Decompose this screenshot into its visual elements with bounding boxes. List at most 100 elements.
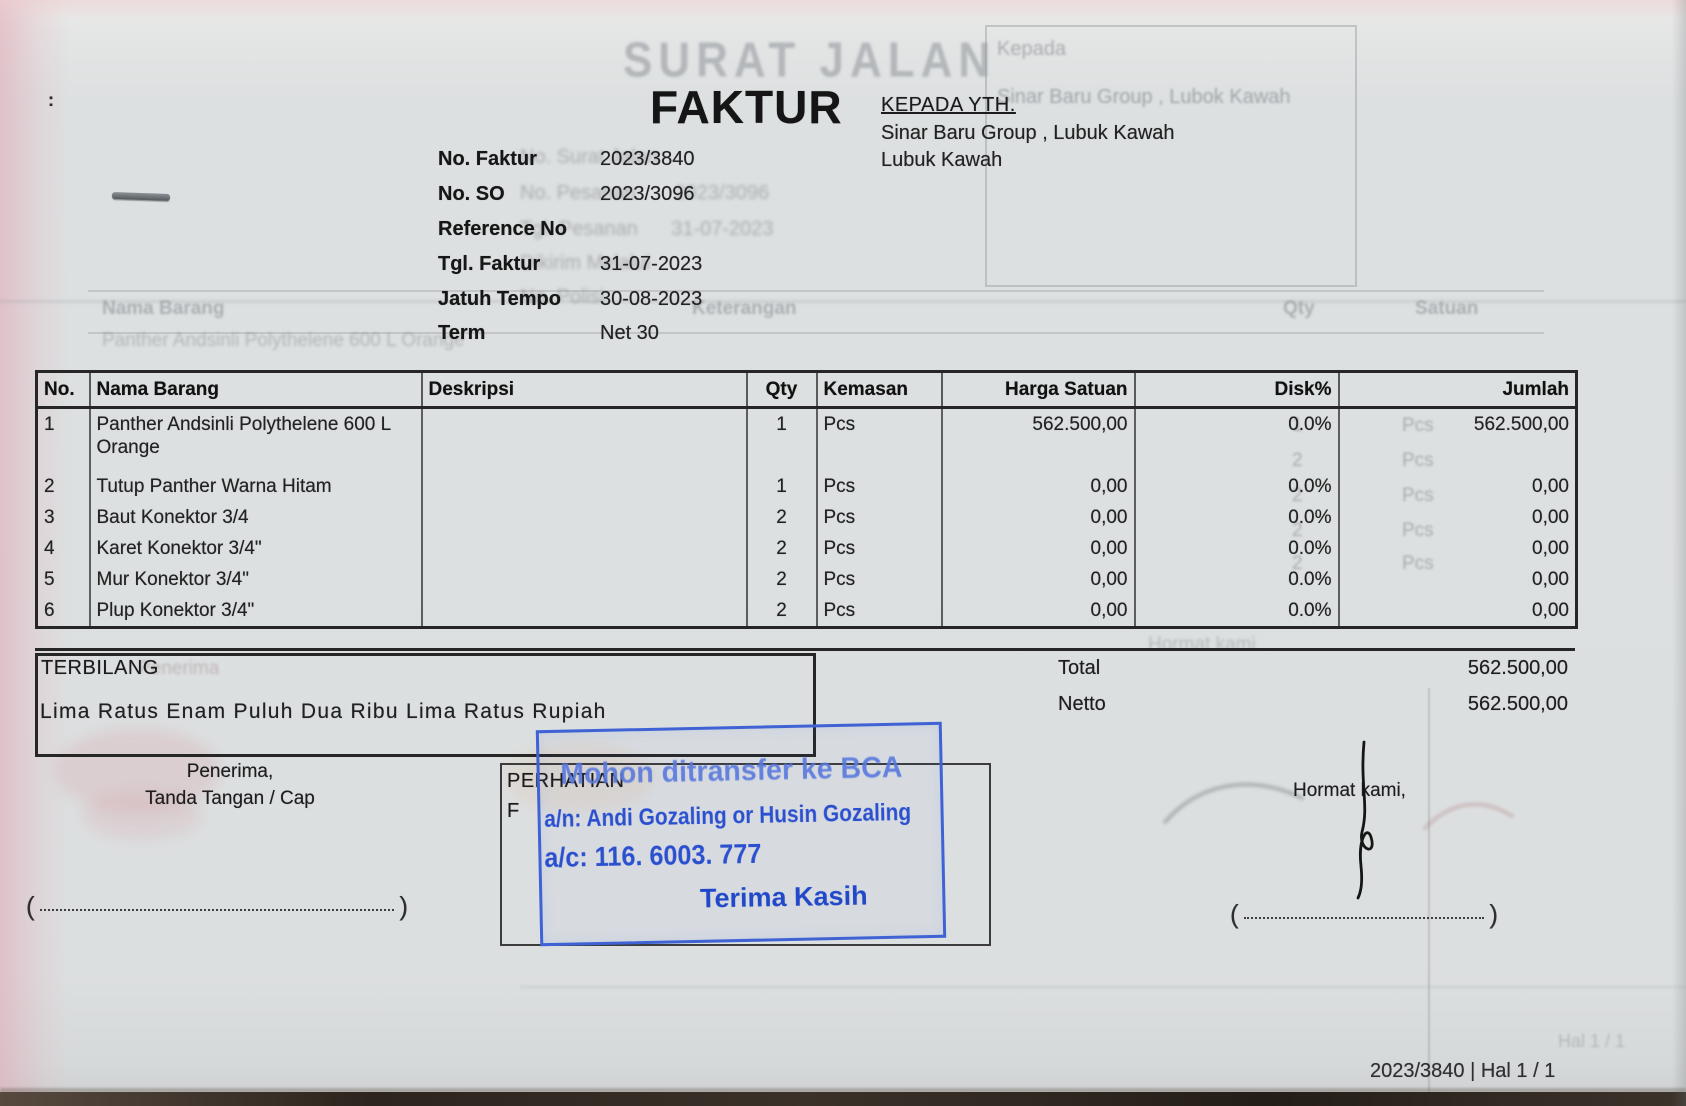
cell-disk: 0.0%: [1133, 533, 1339, 564]
cell-no: 4: [44, 538, 55, 559]
paper-crease-horizontal-2: [520, 986, 1686, 988]
stamp-line-transfer: Mohon ditransfer ke BCA: [560, 750, 903, 791]
ghost-item-line: Panther Andsinli Polythelene 600 L Orang…: [102, 330, 465, 351]
cell-no: 2: [44, 476, 55, 497]
cell-disk: 0.0%: [1133, 595, 1339, 628]
items-table: No. Nama Barang Deskripsi Qty Kemasan Ha…: [35, 370, 1578, 629]
header-qty: Qty: [745, 371, 817, 409]
ghost-penerima: Penerima: [138, 658, 220, 679]
perhatian-box: [500, 763, 991, 946]
close-paren: ): [399, 891, 408, 921]
cell-no: 3: [44, 507, 55, 528]
open-paren: (: [26, 891, 35, 921]
ink-bleed-blob: [55, 728, 220, 813]
meta-label-no-so: No. SO: [438, 183, 505, 205]
open-paren: (: [1230, 899, 1239, 929]
cell-deskripsi: [420, 564, 747, 595]
header-jumlah: Jumlah: [1337, 371, 1577, 409]
cell-no: 5: [44, 569, 55, 590]
netto-value: 562.500,00: [1467, 693, 1568, 715]
cell-kemasan: Pcs: [815, 407, 942, 471]
meta-label-term: Term: [438, 322, 486, 344]
cell-nama: Panther Andsinli Polythelene 600 L Orang…: [88, 407, 422, 471]
cell-qty: 2: [745, 595, 817, 628]
terbilang-amount-in-words: Lima Ratus Enam Puluh Dua Ribu Lima Ratu…: [40, 700, 607, 723]
signature-line-left: ( ): [26, 891, 408, 921]
recipient-address: Lubuk Kawah: [881, 149, 1003, 171]
header-disk: Disk%: [1133, 371, 1339, 409]
signature-line-right: ( ): [1230, 899, 1498, 929]
cell-kemasan: Pcs: [815, 533, 942, 564]
ghost-signature-squiggle-2: [1423, 802, 1514, 830]
cell-no: 6: [44, 600, 55, 621]
penerima-signature-block: Penerima, Tanda Tangan / Cap: [95, 758, 365, 812]
header-no: No.: [36, 371, 90, 409]
ghost-page-footer: Hal 1 / 1: [1558, 1031, 1626, 1051]
dotted-line: [1243, 917, 1485, 919]
meta-value-jatuh-tempo: 30-08-2023: [600, 288, 703, 310]
ghost-col-satuan: Satuan: [1415, 298, 1479, 319]
cell-harga: 0,00: [940, 595, 1135, 628]
ghost-col-keterangan: Keterangan: [692, 298, 797, 319]
cell-jumlah: 562.500,00: [1337, 407, 1577, 471]
ink-bleed-blob: [82, 792, 202, 840]
total-value: 562.500,00: [1467, 657, 1568, 679]
cell-deskripsi: [420, 407, 747, 471]
ghost-meta-line: No. Surat Jalan: [520, 146, 658, 168]
cell-nama: Tutup Panther Warna Hitam: [88, 471, 422, 502]
staple: [111, 191, 171, 202]
meta-value-no-faktur: 2023/3840: [600, 148, 695, 170]
cell-kemasan: Pcs: [815, 595, 942, 628]
cell-jumlah: 0,00: [1337, 502, 1577, 533]
meta-label-reference-no: Reference No: [438, 218, 567, 240]
table-row: 2 Tutup Panther Warna Hitam 1 Pcs 0,00 0…: [37, 471, 1577, 502]
cell-jumlah: 0,00: [1337, 564, 1577, 595]
meta-value-no-so: 2023/3096: [600, 183, 695, 205]
perhatian-label: PERHATIAN: [507, 770, 625, 792]
pink-scan-tint-top: [0, 0, 1686, 20]
page-footer: 2023/3840 | Hal 1 / 1: [1370, 1060, 1556, 1082]
cell-harga: 562.500,00: [940, 407, 1135, 471]
ink-bleed-blob: [505, 742, 655, 812]
recipient-name: Sinar Baru Group , Lubuk Kawah: [881, 122, 1175, 144]
table-row: 5 Mur Konektor 3/4" 2 Pcs 0,00 0.0% 0,00: [37, 564, 1577, 595]
cell-deskripsi: [420, 595, 747, 628]
stamp-line-thanks: Terima Kasih: [699, 880, 868, 914]
header-nama-barang: Nama Barang: [88, 371, 422, 409]
cell-harga: 0,00: [940, 564, 1135, 595]
cell-qty: 2: [745, 533, 817, 564]
cell-nama: Baut Konektor 3/4: [88, 502, 422, 533]
cell-disk: 0.0%: [1133, 564, 1339, 595]
ghost-hormat-kami: Hormat kami: [1148, 634, 1256, 655]
meta-value-term: Net 30: [600, 322, 659, 344]
terbilang-label: TERBILANG: [41, 657, 159, 679]
table-row: 6 Plup Konektor 3/4" 2 Pcs 0,00 0.0% 0,0…: [37, 595, 1577, 628]
cell-jumlah: 0,00: [1337, 533, 1577, 564]
ghost-kepada-text: Sinar Baru Group , Lubok Kawah: [997, 86, 1291, 108]
cell-harga: 0,00: [940, 533, 1135, 564]
scan-edge-shadow: [0, 1088, 1686, 1093]
cell-qty: 2: [745, 502, 817, 533]
close-paren: ): [1489, 899, 1498, 929]
ghost-meta-line: No. Polisi: [520, 286, 605, 308]
paper-crease-horizontal: [0, 300, 1686, 303]
table-row: 1 Panther Andsinli Polythelene 600 L Ora…: [37, 407, 1577, 471]
cell-disk: 0.0%: [1133, 502, 1339, 533]
ghost-kepada-label: Kepada: [997, 38, 1066, 60]
ghost-meta-line: Dikirim Melalui: [520, 252, 651, 274]
ghost-signature-squiggle: [1163, 782, 1304, 824]
dotted-line: [39, 909, 395, 911]
cell-deskripsi: [420, 502, 747, 533]
ghost-surat-jalan-title: SURAT JALAN: [623, 33, 997, 88]
cell-no: 1: [44, 414, 55, 435]
cell-harga: 0,00: [940, 471, 1135, 502]
terbilang-box: [35, 653, 816, 757]
pen-signature: [1356, 740, 1374, 900]
ghost-meta-line: Tgl. Pesanan 31-07-2023: [520, 218, 774, 240]
cell-qty: 1: [745, 471, 817, 502]
stray-colon-mark: :: [48, 90, 54, 110]
hormat-kami-label: Hormat kami,: [1293, 780, 1406, 801]
cell-nama: Mur Konektor 3/4": [88, 564, 422, 595]
table-row: 4 Karet Konektor 3/4" 2 Pcs 0,00 0.0% 0,…: [37, 533, 1577, 564]
